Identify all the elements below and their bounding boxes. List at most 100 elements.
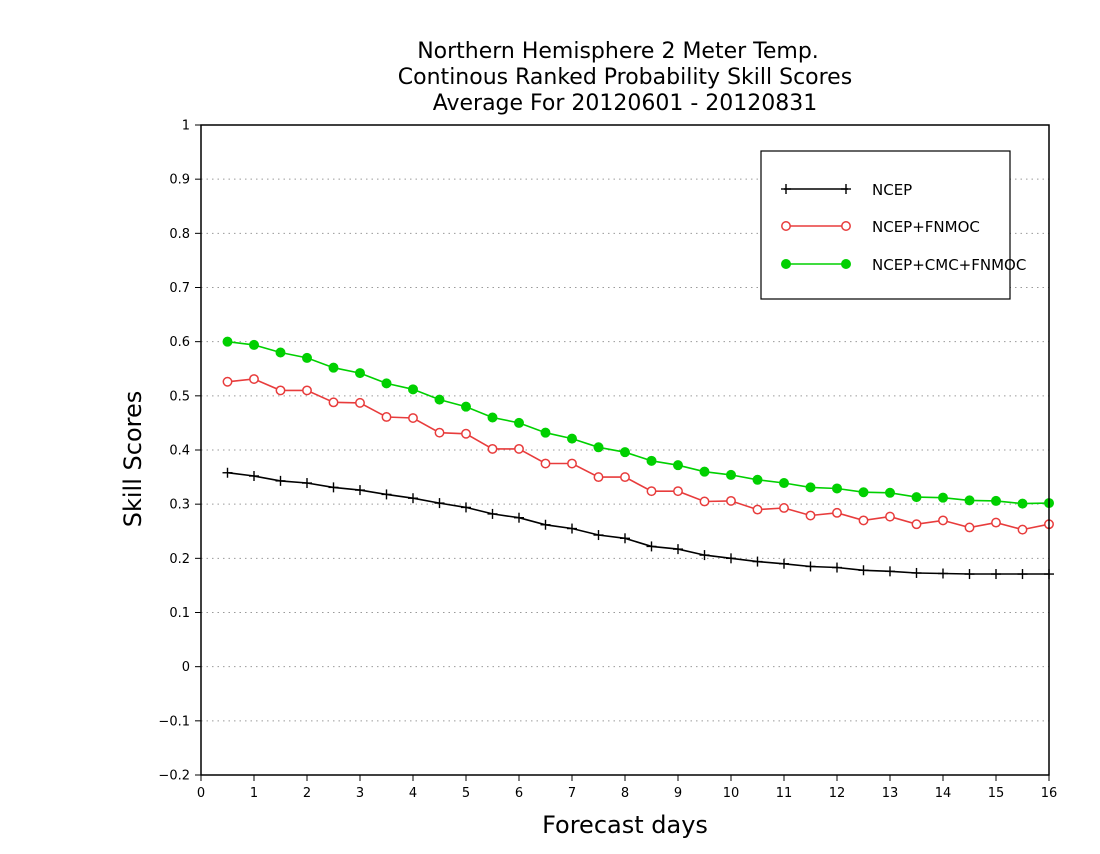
data-point (938, 515, 948, 526)
data-point (991, 495, 1001, 506)
y-tick-label: 0.8 (169, 227, 190, 242)
series-line-ncep-cmc-fnmoc (227, 340, 1050, 505)
data-point (355, 485, 365, 496)
data-point (646, 486, 657, 497)
series-line-ncep-fnmoc (227, 378, 1050, 531)
data-point (434, 498, 445, 509)
data-point (222, 467, 233, 478)
data-point (726, 553, 736, 564)
legend-marker (841, 259, 851, 269)
data-point (328, 362, 339, 373)
data-point (726, 495, 736, 506)
data-point (858, 487, 869, 498)
x-tick-label: 4 (409, 786, 417, 801)
data-point (832, 562, 842, 573)
y-tick-label: 0.4 (169, 444, 190, 459)
data-point (540, 458, 551, 469)
x-tick-label: 13 (882, 786, 899, 801)
data-point (249, 339, 259, 350)
data-point (805, 510, 816, 521)
data-point (249, 471, 259, 481)
y-tick-label: 1 (182, 119, 190, 134)
data-point (540, 427, 551, 438)
legend-marker (841, 184, 851, 194)
data-point (911, 492, 922, 503)
legend-item-ncep-cmc-fnmoc: NCEP+CMC+FNMOC (781, 256, 1026, 274)
data-point (487, 508, 498, 519)
title-line-1: Northern Hemisphere 2 Meter Temp. (417, 39, 819, 64)
data-point (646, 455, 657, 466)
data-point (726, 469, 736, 480)
x-tick-label: 0 (197, 786, 205, 801)
y-tick-label: 0.1 (169, 606, 190, 621)
legend-label: NCEP (872, 181, 912, 199)
data-point (938, 492, 948, 503)
data-point (779, 558, 789, 569)
data-series (222, 336, 1054, 580)
data-point (355, 397, 365, 408)
legend-items: NCEP NCEP+FNMOC NCEP+CMC+FNMOC (781, 181, 1026, 274)
data-point (567, 458, 577, 469)
x-axis-title: Forecast days (542, 811, 708, 839)
data-point (328, 397, 339, 408)
data-point (249, 374, 259, 384)
plot-frame (200, 124, 1050, 776)
x-tick-label: 7 (568, 786, 576, 801)
y-tick-label: 0.3 (169, 498, 190, 513)
legend-item-ncep-fnmoc: NCEP+FNMOC (781, 218, 980, 236)
x-tick-label: 11 (776, 786, 793, 801)
data-point (911, 567, 922, 578)
data-point (832, 483, 842, 494)
data-point (805, 561, 816, 572)
x-tick-label: 12 (829, 786, 846, 801)
data-point (461, 428, 471, 439)
data-point (805, 482, 816, 493)
data-point (355, 368, 365, 379)
series-ncep (222, 467, 1054, 580)
series-ncep-cmc-fnmoc (222, 336, 1054, 509)
data-point (302, 478, 312, 489)
data-point (620, 447, 630, 458)
x-tick-label: 9 (674, 786, 682, 801)
data-point (964, 495, 975, 506)
chart-title: Northern Hemisphere 2 Meter Temp. Contin… (398, 39, 852, 116)
data-point (752, 504, 763, 515)
data-point (222, 336, 233, 347)
data-point (487, 443, 498, 454)
legend-item-ncep: NCEP (781, 181, 912, 199)
data-point (593, 530, 604, 541)
x-tick-label: 5 (462, 786, 470, 801)
y-tick-label: 0 (182, 660, 190, 675)
axis-ticks (195, 124, 1050, 781)
data-point (991, 517, 1001, 528)
data-point (514, 417, 524, 428)
legend-label: NCEP+CMC+FNMOC (872, 256, 1026, 274)
data-point (381, 412, 392, 422)
data-point (514, 443, 524, 454)
data-point (1017, 524, 1028, 535)
data-point (673, 544, 683, 555)
data-point (699, 466, 710, 477)
data-point (222, 376, 233, 387)
data-point (699, 496, 710, 507)
data-point (938, 568, 948, 579)
y-tick-label: −0.1 (158, 714, 190, 729)
title-line-2: Continous Ranked Probability Skill Score… (398, 65, 852, 90)
data-point (302, 385, 312, 396)
data-point (646, 541, 657, 552)
data-point (1017, 498, 1028, 509)
data-point (381, 378, 392, 389)
x-tick-label: 2 (303, 786, 311, 801)
data-point (302, 352, 312, 363)
data-point (752, 556, 763, 567)
data-point (540, 519, 551, 530)
data-point (699, 550, 710, 561)
data-point (620, 533, 630, 544)
data-point (885, 566, 895, 577)
y-tick-label: 0.7 (169, 281, 190, 296)
data-point (673, 486, 683, 497)
data-point (964, 569, 975, 580)
data-point (885, 487, 895, 498)
data-point (408, 493, 418, 504)
